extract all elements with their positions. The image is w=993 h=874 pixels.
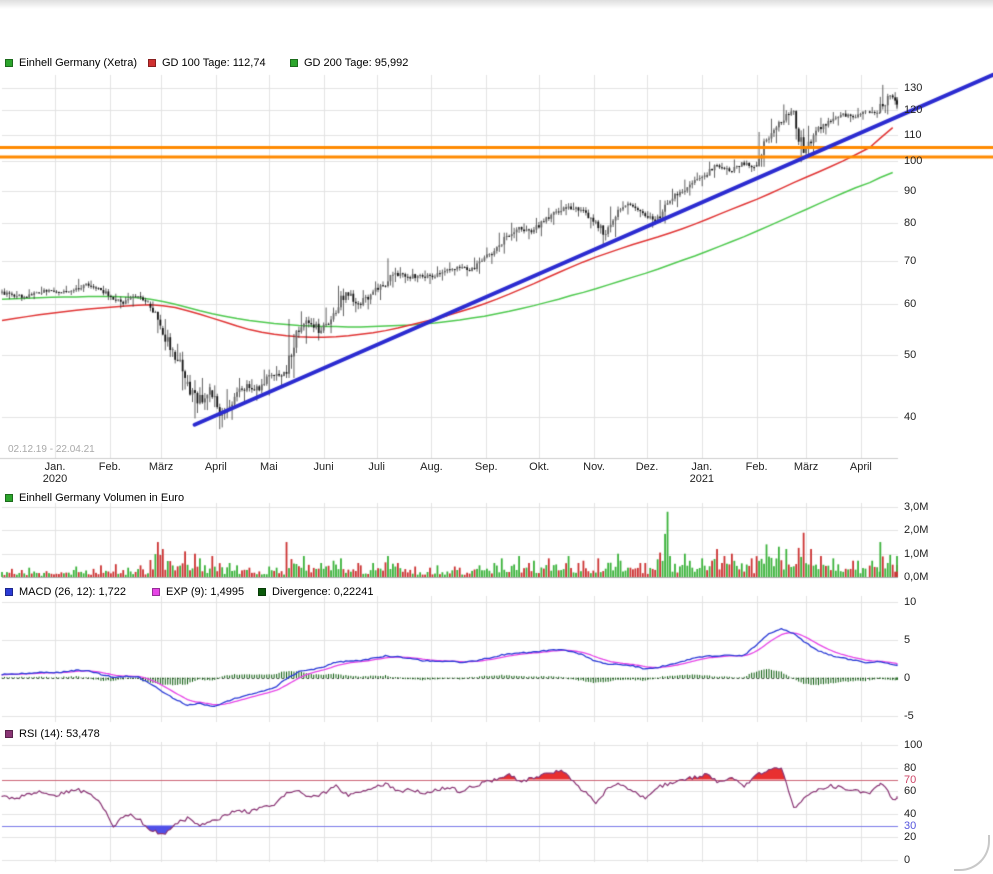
top-decoration bbox=[0, 0, 993, 9]
gd100-label: GD 100 Tage: 112,74 bbox=[162, 57, 266, 69]
instrument-swatch-icon bbox=[5, 59, 13, 67]
exp-label: EXP (9): 1,4995 bbox=[166, 586, 245, 598]
rsi-swatch-icon bbox=[5, 730, 13, 738]
instrument-label: Einhell Germany (Xetra) bbox=[19, 57, 137, 69]
price-legend: Einhell Germany (Xetra) GD 100 Tage: 112… bbox=[0, 57, 993, 71]
volume-legend: Einhell Germany Volumen in Euro bbox=[0, 492, 993, 506]
rsi-label: RSI (14): 53,478 bbox=[19, 728, 100, 740]
volume-swatch-icon bbox=[5, 494, 13, 502]
legend-item-divergence: Divergence: 0,22241 bbox=[258, 586, 374, 598]
legend-item-gd200: GD 200 Tage: 95,992 bbox=[290, 57, 408, 69]
divergence-label: Divergence: 0,22241 bbox=[272, 586, 374, 598]
gd100-swatch-icon bbox=[148, 59, 156, 67]
legend-item-volume: Einhell Germany Volumen in Euro bbox=[5, 492, 184, 504]
legend-item-gd100: GD 100 Tage: 112,74 bbox=[148, 57, 266, 69]
gd200-label: GD 200 Tage: 95,992 bbox=[304, 57, 409, 69]
date-range-label: 02.12.19 - 22.04.21 bbox=[8, 444, 95, 455]
macd-label: MACD (26, 12): 1,722 bbox=[19, 586, 126, 598]
rsi-legend: RSI (14): 53,478 bbox=[0, 728, 993, 742]
legend-item-exp: EXP (9): 1,4995 bbox=[152, 586, 244, 598]
gd200-swatch-icon bbox=[290, 59, 298, 67]
macd-swatch-icon bbox=[5, 588, 13, 596]
macd-legend: MACD (26, 12): 1,722 EXP (9): 1,4995 Div… bbox=[0, 586, 993, 600]
divergence-swatch-icon bbox=[258, 588, 266, 596]
legend-item-rsi: RSI (14): 53,478 bbox=[5, 728, 100, 740]
legend-item-instrument: Einhell Germany (Xetra) bbox=[5, 57, 137, 69]
volume-label: Einhell Germany Volumen in Euro bbox=[19, 492, 185, 504]
legend-item-macd: MACD (26, 12): 1,722 bbox=[5, 586, 126, 598]
exp-swatch-icon bbox=[152, 588, 160, 596]
